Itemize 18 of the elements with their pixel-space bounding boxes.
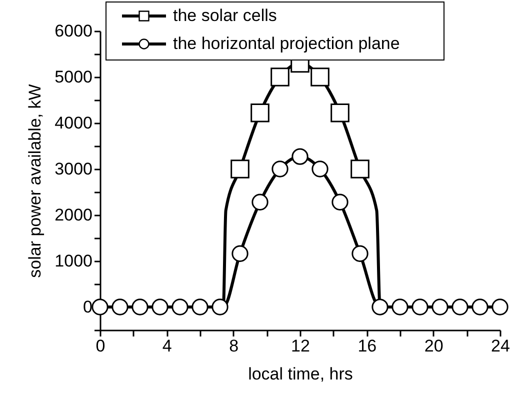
y-tick-label: 3000 (54, 160, 92, 178)
x-tick-label: 16 (358, 336, 377, 356)
y-tick-label: 2000 (54, 206, 92, 224)
x-tick-label: 20 (424, 336, 444, 356)
y-tick-label: 6000 (54, 22, 92, 40)
y-tick-label: 5000 (54, 68, 92, 86)
x-tick-label: 8 (229, 336, 239, 356)
y-tick-label: 4000 (54, 114, 92, 132)
x-tick-label: 24 (491, 336, 510, 356)
y-tick-label: 1000 (54, 252, 92, 270)
legend-label: the horizontal projection plane (173, 34, 400, 53)
x-tick-label: 4 (162, 336, 172, 356)
x-axis-title: local time, hrs (248, 364, 353, 384)
x-tick-label: 0 (96, 336, 106, 356)
y-axis-title: solar power available, kW (26, 84, 45, 278)
x-tick-label: 12 (291, 336, 310, 356)
legend-label: the solar cells (173, 6, 277, 25)
y-tick-label: 0 (83, 298, 92, 316)
